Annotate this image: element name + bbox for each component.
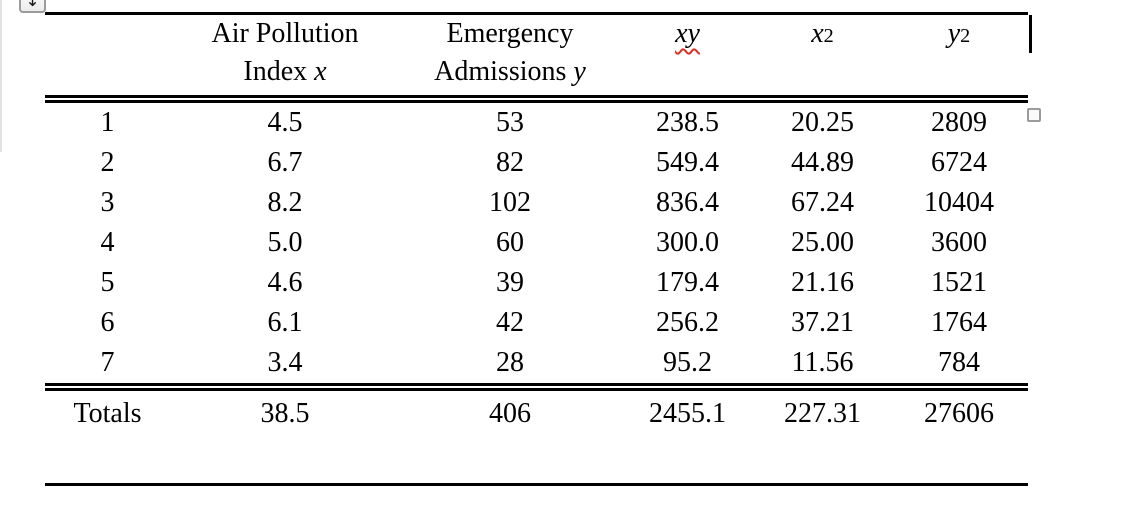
table-cell: 44.89 (791, 147, 854, 178)
table-cell: 67.24 (791, 187, 854, 218)
table-cell: 836.4 (656, 187, 719, 218)
table-cell: 60 (496, 227, 524, 258)
statistics-table: Air Pollution Index x Emergency Admission… (45, 12, 1028, 486)
table-row: 3 8.2 102 836.4 67.24 10404 (45, 183, 1028, 223)
header-emergency-admissions: Emergency Admissions y (400, 13, 620, 103)
table-cell: 38.5 (260, 398, 310, 429)
table-cell: 179.4 (656, 267, 719, 298)
table-cell: 39 (496, 267, 524, 298)
table-header: Air Pollution Index x Emergency Admission… (45, 13, 1028, 103)
header-air-pollution-index: Air Pollution Index x (170, 13, 400, 103)
table-cell: 1 (100, 107, 115, 138)
page-edge-line (0, 0, 2, 152)
header-line: Emergency (446, 18, 574, 49)
table-cell: 5.0 (267, 227, 303, 258)
table-cell: 1764 (931, 307, 987, 338)
header-line: Index x (170, 53, 400, 91)
table-row: 2 6.7 82 549.4 44.89 6724 (45, 143, 1028, 183)
table-cell: 549.4 (656, 147, 719, 178)
table-cell: 4.5 (267, 107, 303, 138)
table-cell: 238.5 (656, 107, 719, 138)
table-cell: 3.4 (170, 343, 400, 391)
exponent-2: 2 (960, 25, 971, 47)
header-text: Admissions (434, 56, 567, 87)
table-cell: 102 (489, 187, 531, 218)
table-cell: 1521 (931, 267, 987, 298)
table-cell: 2455.1 (649, 398, 726, 429)
table-cell: 5 (100, 267, 115, 298)
table-cell: Totals (73, 398, 142, 429)
header-line: Air Pollution (211, 18, 359, 49)
table-body: 1 4.5 53 238.5 20.25 2809 2 6.7 82 549.4 44.89 6724… (45, 99, 1028, 391)
header-text: Index (243, 56, 308, 87)
table-cell: 20.25 (791, 107, 854, 138)
table-cell: 95.2 (620, 343, 755, 391)
table-cell: 10404 (924, 187, 994, 218)
table-cell: 28 (400, 343, 620, 391)
table-cell: 4 (100, 227, 115, 258)
table-cell: 37.21 (791, 307, 854, 338)
table-row: 4 5.0 60 300.0 25.00 3600 (45, 223, 1028, 263)
table-cell: 300.0 (656, 227, 719, 258)
table-cell: 7 (45, 343, 170, 391)
table-cell: 11.56 (755, 343, 890, 391)
header-line: Admissions y (400, 53, 620, 91)
table-cell: 6.7 (267, 147, 303, 178)
variable-x: x (314, 56, 327, 87)
variable-y: y (947, 18, 961, 49)
table-cell: 2809 (931, 107, 987, 138)
table-cell: 6 (100, 307, 115, 338)
table-cell: 3 (100, 187, 115, 218)
table-cell: 227.31 (784, 398, 861, 429)
table-row: 5 4.6 39 179.4 21.16 1521 (45, 263, 1028, 303)
table-cell: 21.16 (791, 267, 854, 298)
header-x-squared: x2 (755, 13, 890, 103)
variable-x: x (811, 18, 824, 49)
header-blank (45, 13, 170, 103)
table-cell: 6.1 (267, 307, 303, 338)
table-resize-handle[interactable] (1027, 108, 1041, 122)
table-cell: 3600 (931, 227, 987, 258)
table-cell: 784 (890, 343, 1028, 391)
variable-y: y (573, 56, 586, 87)
table-cell: 42 (496, 307, 524, 338)
spacer-row (45, 437, 1028, 485)
table-cell: 256.2 (656, 307, 719, 338)
table-row: 6 6.1 42 256.2 37.21 1764 (45, 303, 1028, 343)
header-xy: xy (620, 13, 755, 103)
exponent-2: 2 (823, 25, 834, 47)
text-cursor (1029, 15, 1032, 53)
table-row: 7 3.4 28 95.2 11.56 784 (45, 343, 1028, 391)
empty-cell (45, 437, 1028, 485)
table-cell: 82 (496, 147, 524, 178)
header-y-squared: y2 (890, 13, 1028, 103)
table-cell: 53 (496, 107, 524, 138)
table-cell: 27606 (924, 398, 994, 429)
table-cell: 8.2 (267, 187, 303, 218)
table-cell: 6724 (931, 147, 987, 178)
table-cell: 406 (489, 398, 531, 429)
table-cell: 25.00 (791, 227, 854, 258)
variable-xy-misspelled: xy (675, 18, 700, 49)
table-cell: 2 (100, 147, 115, 178)
table-cell: 4.6 (267, 267, 303, 298)
totals-row: Totals 38.5 406 2455.1 227.31 27606 (45, 387, 1028, 437)
table-move-handle-icon[interactable]: ↕ (19, 0, 46, 13)
table-row: 1 4.5 53 238.5 20.25 2809 (45, 99, 1028, 143)
